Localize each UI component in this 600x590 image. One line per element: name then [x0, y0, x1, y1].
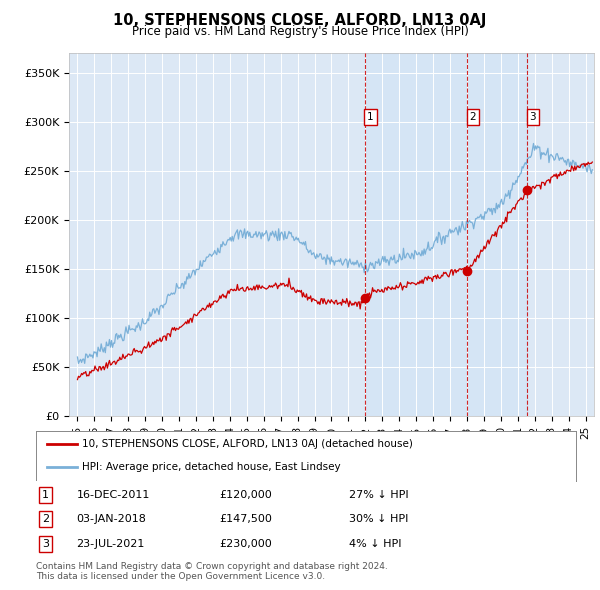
Text: HPI: Average price, detached house, East Lindsey: HPI: Average price, detached house, East… — [82, 463, 341, 473]
Text: £120,000: £120,000 — [220, 490, 272, 500]
Text: 4% ↓ HPI: 4% ↓ HPI — [349, 539, 402, 549]
Text: 16-DEC-2011: 16-DEC-2011 — [77, 490, 150, 500]
Text: £230,000: £230,000 — [220, 539, 272, 549]
Text: 10, STEPHENSONS CLOSE, ALFORD, LN13 0AJ: 10, STEPHENSONS CLOSE, ALFORD, LN13 0AJ — [113, 13, 487, 28]
Text: 03-JAN-2018: 03-JAN-2018 — [77, 514, 146, 524]
Text: 3: 3 — [530, 112, 536, 122]
Text: £147,500: £147,500 — [220, 514, 272, 524]
Text: Contains HM Land Registry data © Crown copyright and database right 2024.: Contains HM Land Registry data © Crown c… — [36, 562, 388, 571]
Text: 1: 1 — [42, 490, 49, 500]
Text: 10, STEPHENSONS CLOSE, ALFORD, LN13 0AJ (detached house): 10, STEPHENSONS CLOSE, ALFORD, LN13 0AJ … — [82, 439, 413, 449]
Text: 30% ↓ HPI: 30% ↓ HPI — [349, 514, 409, 524]
Text: 27% ↓ HPI: 27% ↓ HPI — [349, 490, 409, 500]
Text: Price paid vs. HM Land Registry's House Price Index (HPI): Price paid vs. HM Land Registry's House … — [131, 25, 469, 38]
Text: 2: 2 — [42, 514, 49, 524]
Text: 1: 1 — [367, 112, 374, 122]
Text: 2: 2 — [470, 112, 476, 122]
Text: This data is licensed under the Open Government Licence v3.0.: This data is licensed under the Open Gov… — [36, 572, 325, 581]
Text: 3: 3 — [42, 539, 49, 549]
Text: 23-JUL-2021: 23-JUL-2021 — [77, 539, 145, 549]
Bar — [365, 53, 527, 416]
